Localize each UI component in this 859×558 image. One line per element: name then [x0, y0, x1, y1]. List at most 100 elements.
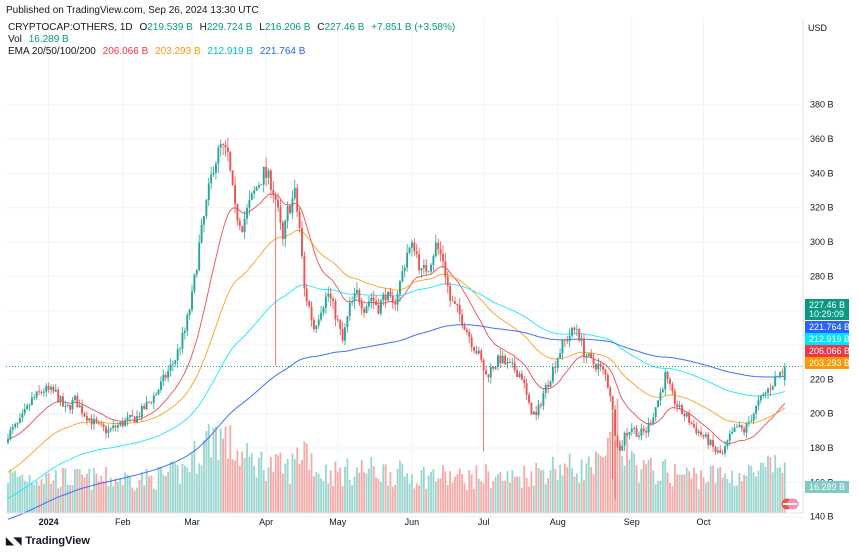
volume-bar [631, 451, 633, 513]
volume-bar [244, 458, 246, 513]
candle [774, 371, 776, 387]
candle [229, 150, 231, 172]
candle [499, 349, 501, 368]
volume-bar [499, 472, 501, 513]
volume-bar [237, 450, 239, 513]
volume-bar [461, 474, 463, 513]
legend-ema[interactable]: EMA 20/50/100/200 206.066 B 203.293 B 21… [8, 46, 305, 57]
volume-bar [86, 474, 88, 513]
last-price-tag: 227.46 B10:29:09 [805, 299, 849, 320]
volume-bar [674, 464, 676, 513]
volume-bar [318, 474, 320, 513]
candle [559, 348, 561, 359]
candle [466, 327, 468, 334]
candle [432, 254, 434, 271]
volume-bar [191, 454, 193, 513]
candle [495, 367, 497, 370]
volume-bar [487, 471, 489, 513]
y-tick-label: 360 B [810, 134, 834, 144]
volume-bar [394, 485, 396, 513]
candle [67, 403, 69, 406]
volume-bar [605, 455, 607, 513]
candle [576, 324, 578, 336]
candle [650, 419, 652, 425]
volume-bar [765, 467, 767, 513]
volume-bar [657, 481, 659, 513]
candle [784, 363, 786, 386]
ema100-line [8, 284, 785, 499]
y-tick-label: 200 B [810, 409, 834, 419]
candle [60, 395, 62, 406]
candle [478, 347, 480, 355]
candle [671, 382, 673, 395]
candle [155, 392, 157, 396]
candle [134, 416, 136, 423]
volume-bar [648, 460, 650, 513]
volume-bar [241, 451, 243, 513]
candle [413, 238, 415, 256]
candle [535, 406, 537, 421]
volume-bar [722, 478, 724, 513]
candle [153, 392, 155, 409]
tradingview-logo[interactable]: ◣◥ TradingView [6, 535, 90, 547]
candle [122, 418, 124, 428]
ohlc-l-value: 216.206 B [265, 22, 311, 33]
volume-bar [688, 471, 690, 513]
volume-bar [597, 453, 599, 513]
volume-bar [198, 463, 200, 513]
ema200-value: 221.764 B [260, 46, 306, 57]
volume-bar [361, 460, 363, 513]
volume-bar [172, 461, 174, 513]
volume-bar [375, 477, 377, 513]
volume-bar [96, 473, 98, 513]
volume-bars [7, 399, 786, 513]
x-tick-label: Mar [184, 517, 200, 527]
volume-bar [260, 452, 262, 513]
candle [557, 357, 559, 372]
volume-bar [296, 447, 298, 513]
candle [287, 201, 289, 228]
volume-bar [519, 476, 521, 513]
candle [332, 296, 334, 309]
candle [131, 410, 133, 417]
candle [461, 309, 463, 329]
volume-bar [282, 474, 284, 513]
volume-bar [655, 484, 657, 513]
candle [160, 376, 162, 392]
candle [731, 427, 733, 434]
candle [186, 313, 188, 336]
candle [585, 353, 587, 362]
volume-bar [227, 459, 229, 513]
candle [693, 419, 695, 428]
volume-bar [124, 472, 126, 513]
volume-bar [289, 484, 291, 513]
volume-bar [504, 481, 506, 513]
volume-bar [559, 465, 561, 513]
candle [480, 349, 482, 363]
candle [232, 170, 234, 186]
volume-bar [535, 463, 537, 513]
legend-volume[interactable]: Vol 16.289 B [8, 34, 69, 45]
events-flag-icon[interactable] [781, 498, 799, 510]
volume-bar [229, 425, 231, 513]
candle [241, 226, 243, 233]
volume-bar [600, 456, 602, 513]
volume-bar [69, 485, 71, 513]
candle [602, 363, 604, 375]
candle [550, 380, 552, 387]
symbol-label[interactable]: CRYPTOCAP:OTHERS, 1D [8, 22, 133, 33]
volume-bar [511, 470, 513, 513]
candle [191, 285, 193, 313]
volume-bar [516, 477, 518, 513]
candle [210, 167, 212, 190]
candle [88, 418, 90, 421]
candle [719, 445, 721, 453]
volume-bar [153, 489, 155, 513]
volume-bar [256, 477, 258, 513]
candle [712, 435, 714, 452]
candle [621, 440, 623, 451]
candle [52, 385, 54, 394]
volume-bar [299, 464, 301, 513]
